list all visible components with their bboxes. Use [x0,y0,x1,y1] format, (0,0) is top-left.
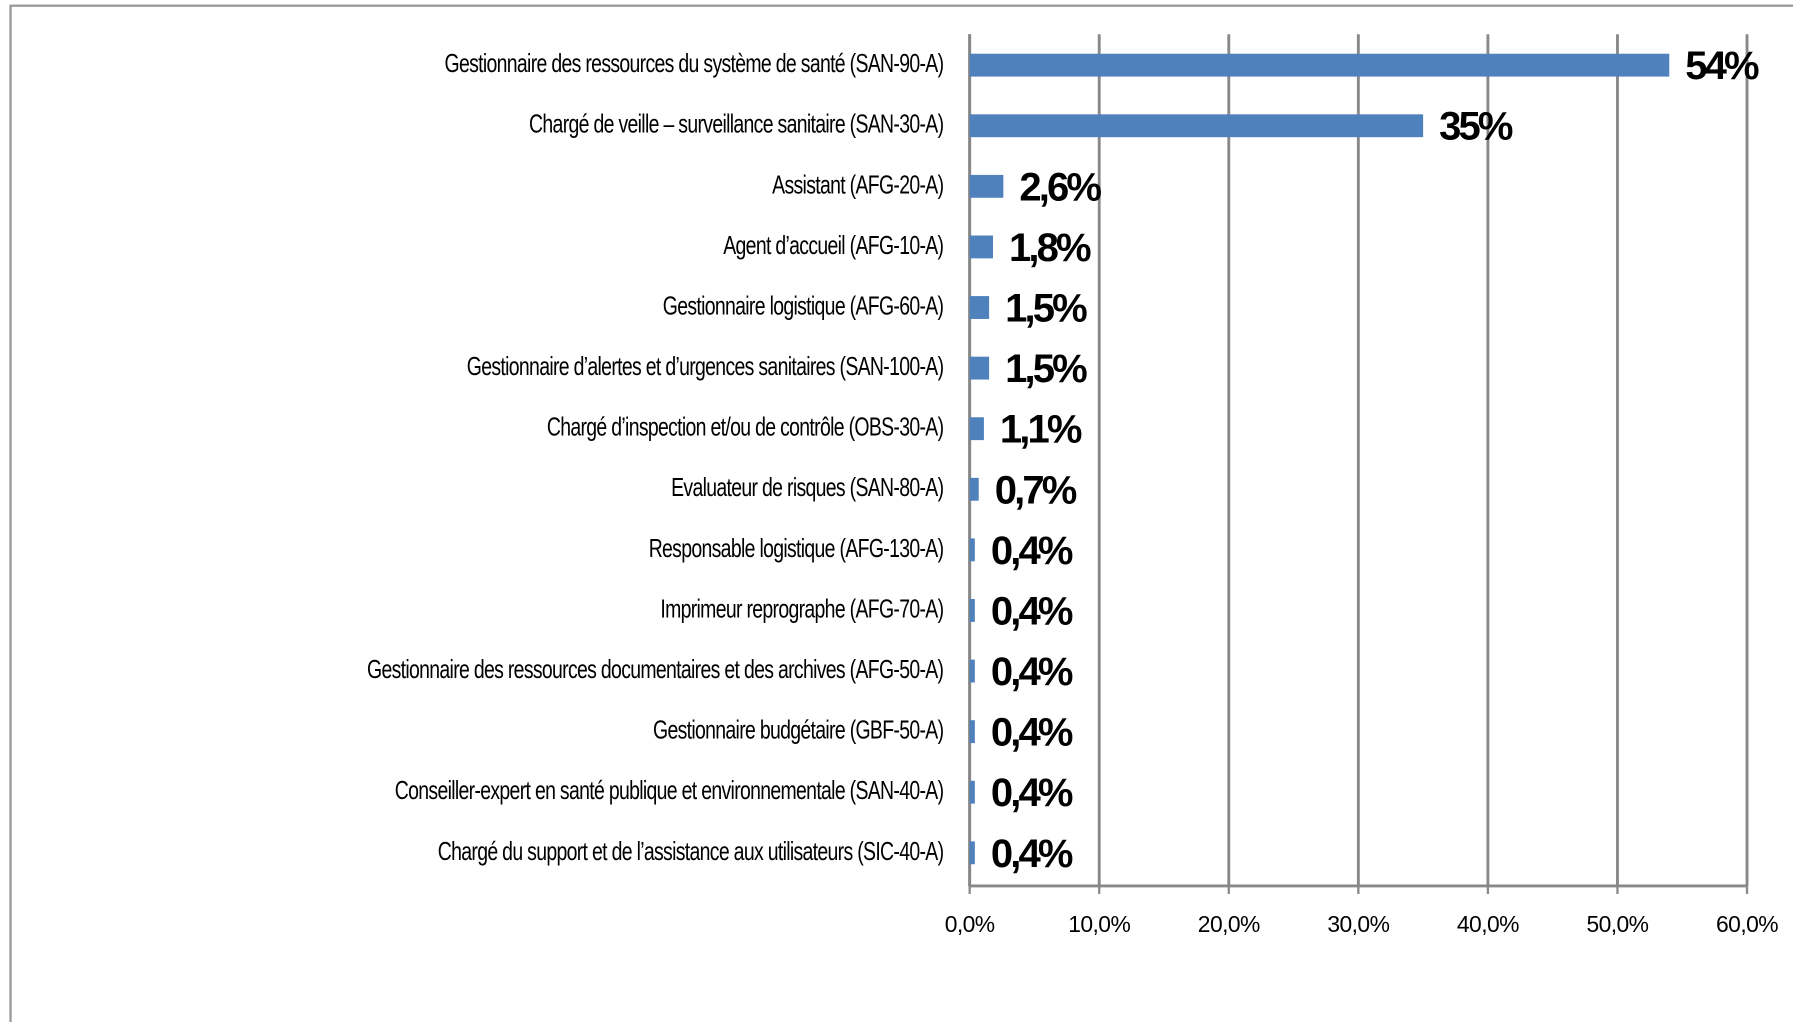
y-tick-label: Chargé de veille – surveillance sanitair… [529,109,943,139]
y-tick-label: Agent d’accueil (AFG-10-A) [723,230,943,260]
bar [969,356,990,380]
data-label: 1,1% [1000,408,1082,452]
y-tick-label: Gestionnaire des ressources du système d… [445,48,944,78]
data-label: 2,6% [1019,165,1101,209]
data-label: 0,7% [995,468,1077,512]
x-tick-label: 10,0% [1068,911,1130,937]
y-tick-label: Evaluateur de risques (SAN-80-A) [671,472,943,502]
bar [969,538,975,562]
bar [969,599,975,622]
x-tick-label: 0,0% [945,911,995,937]
chart-frame [9,4,1793,1022]
x-tick-label: 30,0% [1327,911,1389,937]
data-label: 1,5% [1005,287,1087,331]
x-tick-label: 60,0% [1716,911,1778,937]
bar [969,780,975,804]
data-label: 0,4% [991,650,1073,694]
y-tick-label: Gestionnaire d’alertes et d’urgences san… [467,351,944,381]
bar [969,296,990,319]
bar [969,417,984,441]
bar [969,235,993,259]
data-label: 54% [1685,44,1759,88]
bar [969,659,975,683]
bar [969,477,979,501]
y-tick-label: Gestionnaire des ressources documentaire… [367,654,943,684]
data-label: 0,4% [991,711,1073,755]
bar [969,53,1670,77]
y-tick-label: Assistant (AFG-20-A) [772,169,943,199]
x-tick-label: 40,0% [1457,911,1519,937]
data-label: 0,4% [991,589,1073,633]
data-label: 0,4% [991,832,1073,876]
bar [969,841,975,865]
bar [969,174,1004,198]
data-label: 1,8% [1009,226,1091,270]
y-tick-label: Imprimeur reprographe (AFG-70-A) [660,594,943,624]
data-label: 1,5% [1005,347,1087,391]
y-tick-label: Gestionnaire budgétaire (GBF-50-A) [653,715,943,745]
data-label: 0,4% [991,771,1073,815]
y-tick-label: Conseiller-expert en santé publique et e… [395,775,944,805]
bar [969,114,1424,138]
y-tick-label: Chargé du support et de l’assistance aux… [438,836,944,866]
bar [969,720,975,744]
data-label: 0,4% [991,529,1073,573]
x-tick-label: 50,0% [1586,911,1648,937]
data-label: 35% [1439,105,1513,149]
x-tick-label: 20,0% [1198,911,1260,937]
y-tick-label: Gestionnaire logistique (AFG-60-A) [663,291,944,321]
y-tick-label: Chargé d’inspection et/ou de contrôle (O… [547,412,944,442]
y-tick-label: Responsable logistique (AFG-130-A) [649,533,944,563]
